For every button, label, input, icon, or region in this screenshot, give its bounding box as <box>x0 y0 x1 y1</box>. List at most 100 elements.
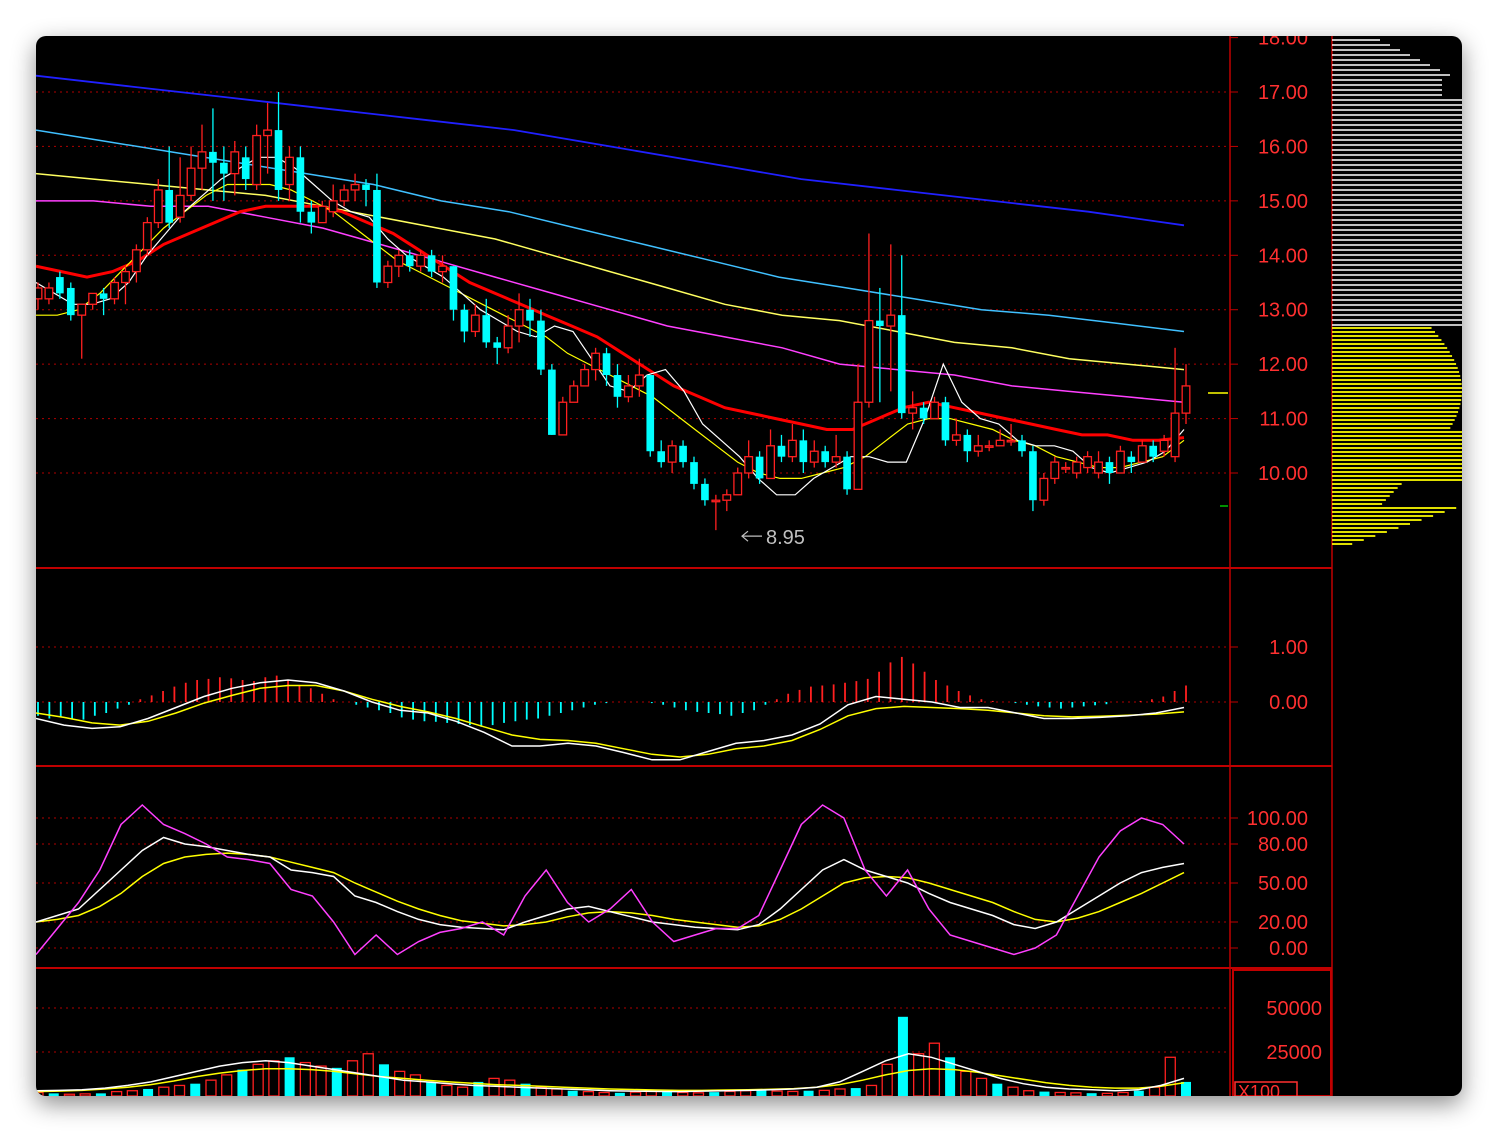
candle-body-up <box>1170 412 1180 458</box>
volume-bar-up <box>409 1074 422 1096</box>
candle-body-down <box>963 434 972 452</box>
candle-body-down <box>919 407 928 419</box>
candle-body-down <box>307 211 316 223</box>
volume-bar-up <box>268 1060 280 1096</box>
volume-bar-up <box>1070 1092 1082 1096</box>
volume-bar-down <box>190 1083 201 1096</box>
candle-body-up <box>930 401 940 420</box>
volume-bar-up <box>818 1089 830 1096</box>
candle-body-up <box>1061 466 1071 470</box>
stock-chart: 18.00 17.00 16.00 15.00 14.00 13.00 12.00 11.00… <box>36 36 1462 1096</box>
kdj-tick-label: 100.00 <box>1247 808 1308 830</box>
candle-body-down <box>1029 451 1037 501</box>
volume-bar-up <box>488 1077 500 1096</box>
volume-bar-down <box>662 1091 673 1096</box>
candle-body-up <box>908 407 918 414</box>
candle-body-down <box>646 375 655 452</box>
kdj-d-line <box>36 852 1185 928</box>
candle-body-up <box>263 129 273 137</box>
volume-bar-up <box>456 1086 469 1096</box>
kdj-j-line <box>36 803 1185 956</box>
volume-profile <box>1332 39 1462 545</box>
candle-body-up <box>853 401 863 490</box>
volume-bar-down <box>1133 1090 1144 1096</box>
volume-bar-up <box>598 1091 610 1096</box>
candle-body-up <box>831 456 841 463</box>
candle-body-up <box>416 254 426 267</box>
volume-bars <box>36 1016 1191 1096</box>
kdj-tick-label: 0.00 <box>1269 938 1308 960</box>
candle-body-down <box>690 462 698 484</box>
candle-body-up <box>44 287 54 300</box>
candle-body-up <box>383 265 393 284</box>
candle-body-up <box>580 368 590 387</box>
volume-bar-down <box>473 1081 484 1096</box>
volume-bar-up <box>1101 1092 1114 1096</box>
price-tick-label: 10.00 <box>1258 463 1308 485</box>
price-tick-label: 14.00 <box>1258 245 1308 267</box>
volume-bar-up <box>205 1079 217 1096</box>
candle-body-up <box>623 385 633 398</box>
volume-bar-up <box>724 1090 736 1096</box>
macd-tick-label: 0.00 <box>1269 692 1308 714</box>
volume-bar-down <box>567 1090 578 1096</box>
volume-bar-down <box>378 1064 389 1096</box>
volume-bar-down <box>95 1093 106 1096</box>
volume-bar-down <box>284 1057 295 1096</box>
candle-body-up <box>131 249 141 273</box>
candle-body-up <box>1181 385 1191 414</box>
candle-body-down <box>373 189 381 283</box>
candle-body-up <box>634 374 644 387</box>
macd-dea-line <box>36 684 1185 758</box>
candle-body-down <box>56 277 64 294</box>
volume-bar-up <box>960 1070 972 1096</box>
moving-average-lines <box>36 74 1185 496</box>
candle-body-down <box>777 445 786 457</box>
volume-bar-down <box>426 1081 437 1096</box>
volume-bar-down <box>237 1069 248 1096</box>
volume-ma-a-line <box>36 1053 1185 1093</box>
volume-bar-up <box>582 1090 595 1096</box>
volume-bar-down <box>1086 1093 1097 1096</box>
candle-body-up <box>470 314 480 333</box>
candle-body-down <box>482 315 491 343</box>
volume-bar-down <box>756 1090 767 1096</box>
candle-body-up <box>809 450 819 463</box>
candle-body-up <box>110 281 120 300</box>
candle-body-up <box>1039 477 1049 501</box>
candle-body-up <box>77 303 87 316</box>
candle-body-down <box>755 456 764 479</box>
candle-body-up <box>153 189 163 224</box>
candle-body-up <box>328 200 338 213</box>
candle-body-up <box>186 167 196 197</box>
volume-axis-box <box>1232 969 1332 1096</box>
kdj-k-line <box>36 836 1185 931</box>
candle-body-down <box>66 287 75 316</box>
volume-bar-up <box>551 1088 563 1096</box>
candle-body-down <box>1018 440 1026 452</box>
candle-body-up <box>1072 461 1082 474</box>
candle-body-up <box>230 151 240 175</box>
candle-body-up <box>1050 461 1060 480</box>
candle-body-down <box>165 189 174 223</box>
volume-bar-up <box>740 1090 752 1096</box>
volume-bar-up <box>346 1060 359 1096</box>
candle-body-down <box>876 320 884 327</box>
volume-bar-up <box>865 1084 878 1096</box>
candle-body-down <box>427 255 436 272</box>
volume-bar-up <box>1007 1086 1019 1096</box>
candle-body-down <box>843 456 851 490</box>
volume-bar-up <box>173 1084 186 1096</box>
candle-body-up <box>175 194 185 218</box>
candle-body-up <box>197 151 207 169</box>
candle-body-up <box>733 472 743 496</box>
volume-bar-up <box>110 1090 123 1096</box>
candle-body-up <box>951 434 961 441</box>
candle-body-down <box>1105 462 1114 473</box>
candle-body-up <box>569 385 579 403</box>
volume-bar-up <box>834 1088 846 1096</box>
candle-body-down <box>449 266 458 310</box>
candle-body-up <box>503 325 513 349</box>
candle-body-down <box>657 451 666 463</box>
candle-body-down <box>99 293 108 299</box>
